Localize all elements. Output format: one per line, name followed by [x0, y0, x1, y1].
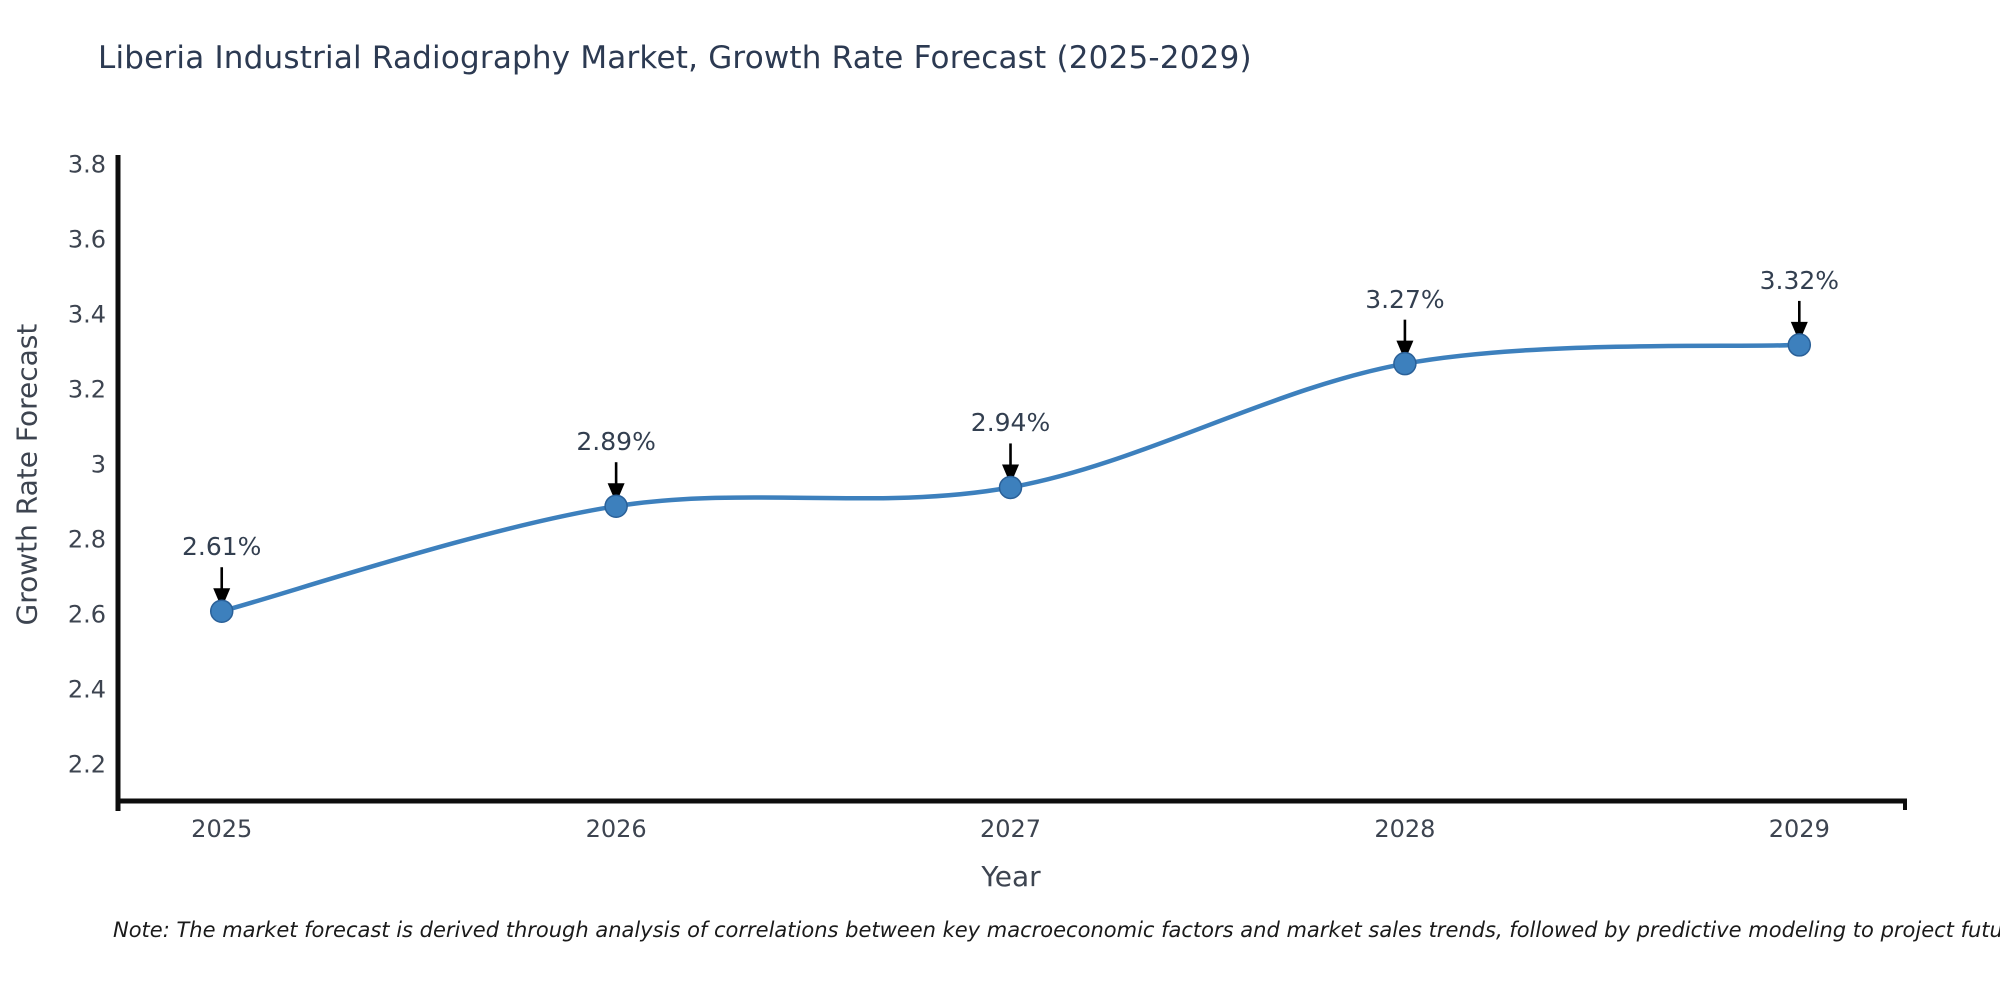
y-tick-label: 2.6 [67, 600, 106, 629]
y-tick-label: 3.2 [67, 375, 106, 404]
point-annotation: 2.61% [182, 532, 262, 562]
data-point-marker [998, 475, 1023, 500]
point-annotation: 3.27% [1365, 284, 1445, 314]
y-tick-label: 3.4 [67, 300, 106, 329]
y-tick-label: 2.2 [67, 750, 106, 779]
chart-title: Liberia Industrial Radiography Market, G… [98, 40, 1252, 76]
data-point-marker [604, 494, 628, 518]
point-annotation: 2.89% [576, 427, 656, 457]
annotation-arrow-head [213, 588, 231, 609]
point-annotation: 2.94% [970, 408, 1051, 438]
data-point-marker [1393, 351, 1417, 376]
x-tick-label: 2029 [1768, 815, 1830, 843]
footnote: Note: The market forecast is derived thr… [113, 918, 2000, 942]
annotation-arrow-head [1002, 464, 1020, 485]
annotation-arrow-head [607, 483, 625, 504]
y-tick-label: 3 [90, 450, 106, 479]
annotation-arrow-head [1790, 321, 1808, 342]
x-tick-label: 2026 [585, 815, 647, 843]
y-tick-label: 3.8 [67, 150, 106, 179]
y-tick-label: 2.4 [67, 675, 106, 704]
y-tick-label: 3.6 [67, 225, 106, 254]
point-annotation: 3.32% [1759, 265, 1840, 295]
y-tick-label: 2.8 [67, 525, 106, 554]
annotation-arrow-head [1396, 340, 1414, 361]
x-tick-label: 2027 [979, 815, 1042, 843]
x-tick-label: 2025 [191, 815, 253, 843]
data-point-marker [1787, 333, 1812, 357]
x-axis-title: Year [981, 860, 1041, 893]
x-tick-label: 2028 [1374, 815, 1436, 843]
data-point-marker [209, 599, 234, 623]
